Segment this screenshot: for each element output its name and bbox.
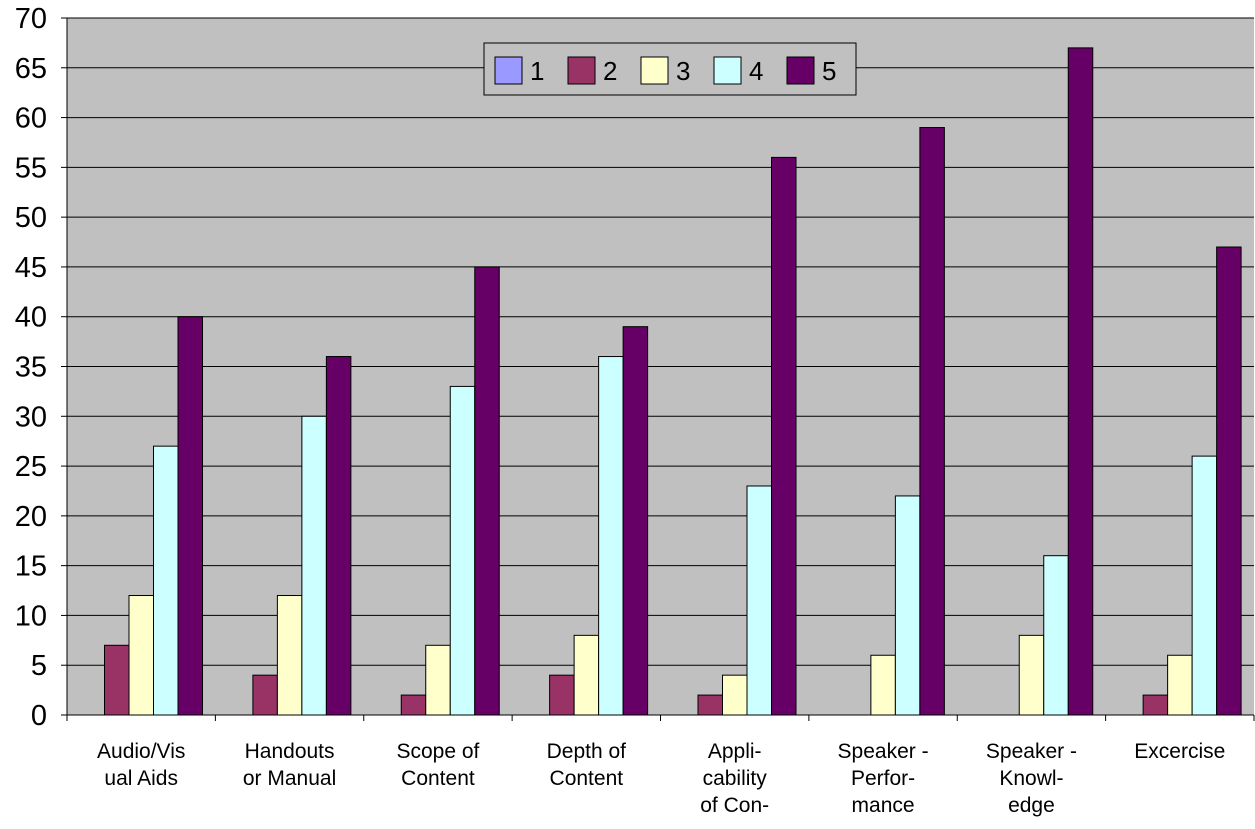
x-tick-label: Scope of Content bbox=[396, 740, 479, 790]
bar-series-4 bbox=[894, 495, 921, 716]
legend-label: 5 bbox=[822, 56, 836, 86]
bar-series-3 bbox=[1167, 654, 1193, 716]
x-tick-label-line: Depth of bbox=[547, 740, 627, 763]
x-tick-label: Depth of Content bbox=[547, 740, 627, 790]
x-tick-label: Excercise bbox=[1134, 740, 1225, 763]
legend-swatch bbox=[567, 56, 596, 85]
bar-series-3 bbox=[722, 674, 748, 716]
bar-series-3 bbox=[425, 644, 451, 716]
bar-series-3 bbox=[1018, 634, 1045, 716]
y-tick-label: 0 bbox=[31, 700, 47, 732]
x-tick-label-line: Perfor- bbox=[851, 767, 915, 790]
bar-series-4 bbox=[301, 415, 327, 716]
x-tick-label-line: Content bbox=[550, 767, 624, 790]
legend-swatch bbox=[494, 56, 523, 85]
x-tick-label: Appli-cability of Con- bbox=[700, 740, 769, 817]
legend-swatch bbox=[640, 56, 669, 85]
y-tick-label: 55 bbox=[15, 152, 47, 184]
bar-series-5 bbox=[1216, 246, 1242, 716]
bar-series-2 bbox=[400, 694, 427, 716]
bar-series-3 bbox=[870, 654, 896, 716]
bar-series-3 bbox=[128, 595, 154, 716]
bar-series-2 bbox=[697, 694, 723, 716]
bar-series-2 bbox=[252, 674, 278, 716]
bar-series-5 bbox=[325, 356, 352, 716]
x-tick-label-line: Content bbox=[401, 767, 475, 790]
y-tick-label: 40 bbox=[15, 302, 47, 334]
x-tick-label-line: or Manual bbox=[243, 767, 336, 790]
x-tick-label-line: Handouts bbox=[245, 740, 335, 763]
x-tick-label: Speaker - Perfor-mance bbox=[838, 740, 929, 817]
bar-series-4 bbox=[598, 356, 624, 716]
x-tick-label-line: Knowl- bbox=[999, 767, 1063, 790]
legend-swatch bbox=[786, 56, 815, 85]
bar-series-2 bbox=[1142, 694, 1169, 716]
legend-swatch bbox=[713, 56, 742, 85]
y-tick-label: 30 bbox=[15, 401, 47, 433]
bar-series-2 bbox=[104, 644, 130, 716]
y-tick-label: 60 bbox=[15, 103, 47, 135]
bar-series-3 bbox=[573, 634, 600, 716]
x-tick-label: Handouts or Manual bbox=[243, 740, 336, 790]
y-tick-label: 50 bbox=[15, 202, 47, 234]
x-tick-label-line: mance bbox=[852, 794, 915, 817]
y-tick-label: 35 bbox=[15, 352, 47, 384]
legend-label: 1 bbox=[530, 56, 544, 86]
x-tick-label-line: of Con- bbox=[700, 794, 769, 817]
legend-label: 3 bbox=[676, 56, 690, 86]
y-tick-label: 5 bbox=[31, 650, 47, 682]
y-tick-label: 70 bbox=[15, 3, 47, 35]
legend-label: 4 bbox=[749, 56, 763, 86]
y-tick-label: 15 bbox=[15, 551, 47, 583]
x-tick-label-line: Excercise bbox=[1134, 740, 1225, 763]
bar-series-4 bbox=[1043, 555, 1069, 716]
y-tick-label: 10 bbox=[15, 600, 47, 632]
bar-series-5 bbox=[622, 326, 649, 716]
x-tick-label-line: Scope of bbox=[396, 740, 479, 763]
x-tick-label-line: Speaker - bbox=[986, 740, 1077, 763]
axes bbox=[61, 17, 1255, 721]
x-tick-label-line: edge bbox=[1008, 794, 1055, 817]
bar-series-4 bbox=[1191, 455, 1218, 716]
legend: 1 2 3 4 5 bbox=[483, 42, 857, 96]
x-tick-label-line: cability bbox=[703, 767, 768, 790]
bar-series-2 bbox=[549, 674, 575, 716]
x-axis-tick-labels: Audio/Vis ual Aids Handouts or Manual Scope … bbox=[97, 740, 1225, 817]
x-tick-label-line: ual Aids bbox=[104, 767, 178, 790]
bar-series-5 bbox=[1067, 47, 1094, 716]
bar-series-4 bbox=[153, 445, 179, 716]
x-tick-label-line: Appli- bbox=[708, 740, 762, 763]
bar-series-3 bbox=[276, 595, 303, 716]
x-tick-label-line: Speaker - bbox=[838, 740, 929, 763]
y-axis-tick-labels: 0 5 10 15 20 25 30 35 40 45 50 55 60 65 70 bbox=[15, 3, 47, 732]
bar-series-5 bbox=[474, 266, 500, 716]
x-tick-label: Audio/Vis ual Aids bbox=[97, 740, 185, 790]
bar-series-5 bbox=[771, 156, 797, 716]
x-tick-label-line: Audio/Vis bbox=[97, 740, 185, 763]
bars bbox=[104, 47, 1242, 716]
bar-series-4 bbox=[746, 485, 772, 716]
y-tick-label: 65 bbox=[15, 53, 47, 85]
bar-series-4 bbox=[449, 385, 476, 716]
bar-series-5 bbox=[919, 127, 945, 716]
y-tick-label: 45 bbox=[15, 252, 47, 284]
legend-label: 2 bbox=[603, 56, 617, 86]
y-tick-label: 25 bbox=[15, 451, 47, 483]
y-tick-label: 20 bbox=[15, 501, 47, 533]
gridlines bbox=[67, 17, 1254, 666]
x-tick-label: Speaker - Knowl-edge bbox=[986, 740, 1077, 817]
bar-series-5 bbox=[177, 316, 203, 716]
